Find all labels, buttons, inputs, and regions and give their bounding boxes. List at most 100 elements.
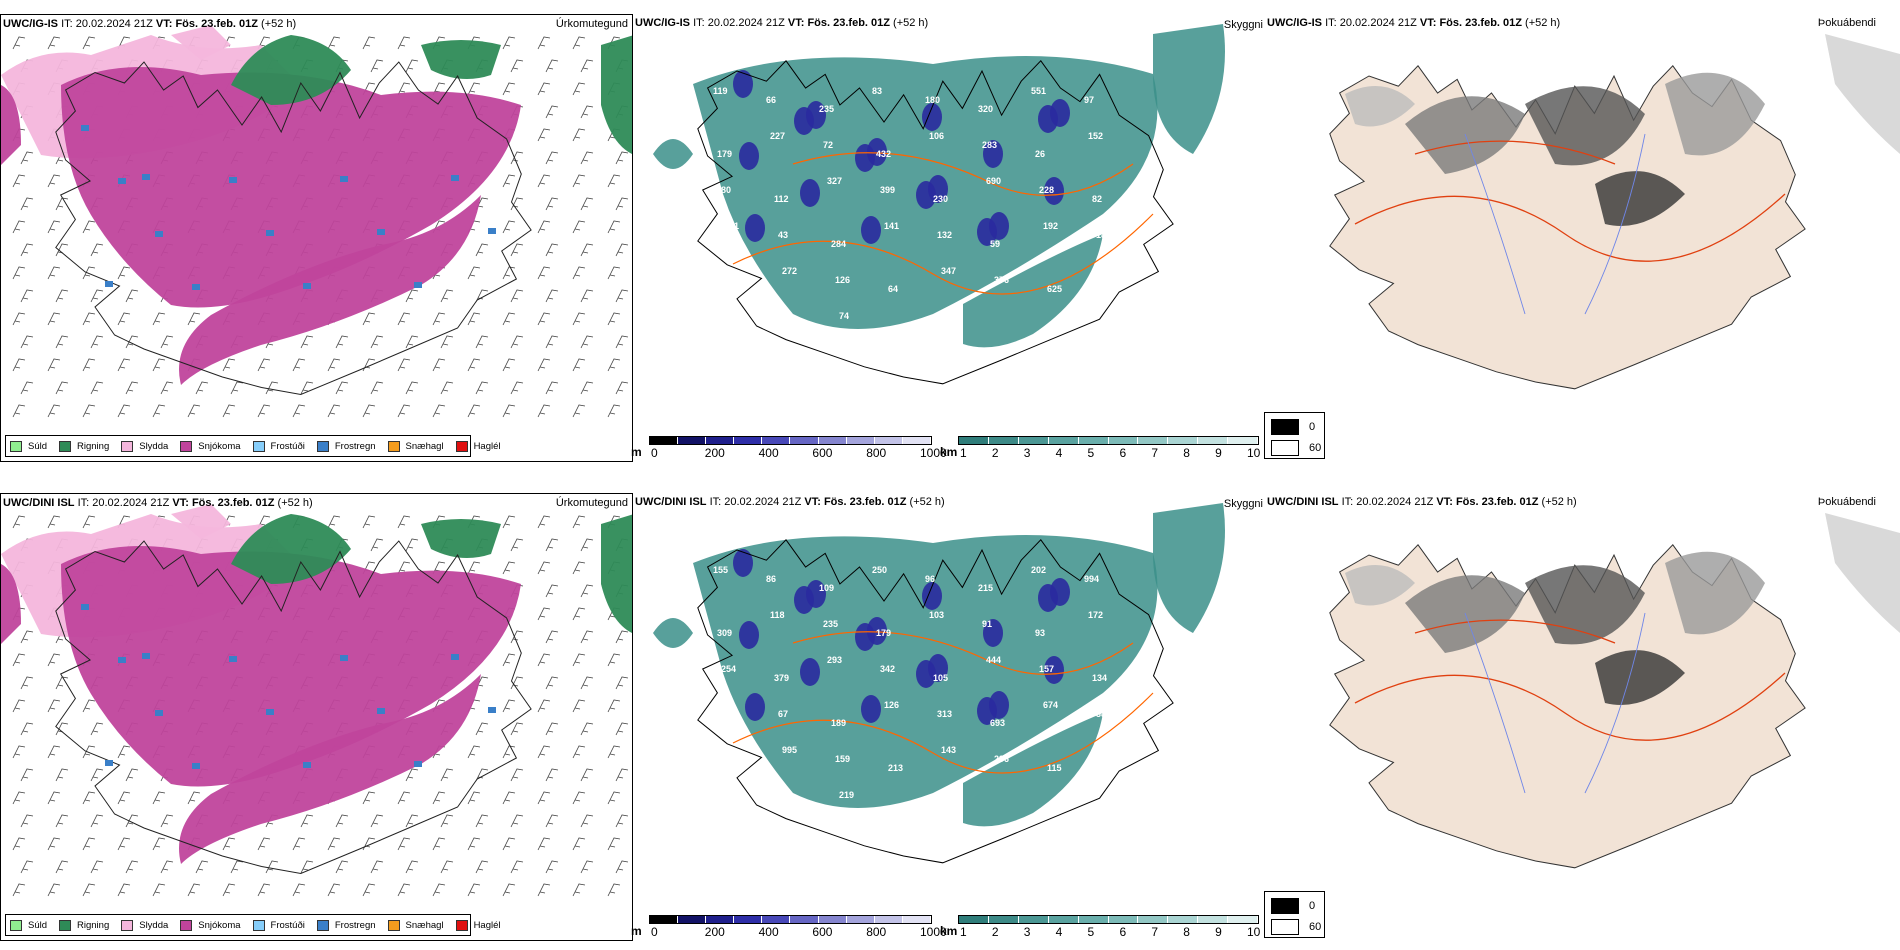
frost-speck [488, 707, 496, 713]
wind-barb [607, 312, 621, 326]
cloud-base-pocket [1044, 656, 1064, 684]
wind-barb [327, 36, 341, 50]
legend-item: Slydda [121, 440, 168, 452]
fog-legend-swatch [1271, 440, 1299, 456]
legend-swatch [59, 919, 72, 931]
frost-speck [266, 709, 274, 715]
cloud-fields [653, 24, 1225, 348]
snow-area [61, 67, 521, 308]
wind-barb [370, 538, 384, 552]
wind-barb [370, 59, 384, 73]
frost-speck [414, 282, 422, 288]
fog-area [1665, 72, 1765, 156]
wind-barb [510, 381, 524, 395]
low-cloud-area [1153, 24, 1225, 154]
wind-barb [160, 860, 174, 874]
frost-speck [192, 763, 200, 769]
fog-legend-swatch [1271, 898, 1299, 914]
wind-barb [292, 883, 306, 897]
wind-barb [572, 653, 586, 667]
cloud-base-label: 152 [1088, 131, 1103, 141]
cloud-base-label: 250 [729, 284, 744, 294]
colorbar-tick-label: 2 [991, 446, 999, 460]
snow-area [1, 564, 21, 644]
colorbar-segment [762, 437, 791, 444]
wind-barb [475, 243, 489, 257]
fog-area [1345, 565, 1415, 606]
legend-swatch [316, 440, 329, 452]
wind-barb [327, 837, 341, 851]
wind-barb [300, 335, 314, 349]
colorbar-tick-label: 5 [1087, 925, 1095, 939]
wind-barb [47, 837, 61, 851]
cloud-base-pocket [989, 691, 1009, 719]
wind-barb [572, 607, 586, 621]
cloud-base-pocket [1044, 177, 1064, 205]
wind-barb [327, 515, 341, 529]
wind-barb [475, 381, 489, 395]
cloud-panel-2: 155 86 109 250 96 215 202 994 309 118 235 179 103 91 9… [633, 493, 1265, 941]
cloud-base-pocket [806, 101, 826, 129]
colorbar-elevation-1: m 0 200 400 600 800 1000 [631, 436, 947, 460]
legend-item: Snjókoma [180, 440, 241, 452]
colorbar-segment [678, 916, 707, 923]
wind-barb [152, 837, 166, 851]
legend-label: Súld [28, 919, 48, 931]
frost-speck [105, 281, 113, 287]
wind-barb [47, 174, 61, 188]
fog-legend-swatch [1271, 419, 1299, 435]
wind-barb [545, 768, 559, 782]
wind-barb [537, 837, 551, 851]
panel-header: UWC/IG-IS IT: 20.02.2024 21Z VT: Fös. 23… [1267, 17, 1561, 29]
colorbar-segment [650, 437, 679, 444]
wind-barb [335, 814, 349, 828]
cloud-base-label: 91 [982, 619, 992, 629]
wind-barb [125, 814, 139, 828]
fog-legend-row: 60 [1271, 440, 1321, 456]
wind-barb [467, 82, 481, 96]
wind-barb [502, 358, 516, 372]
wind-barb [20, 381, 34, 395]
wind-barb [117, 404, 131, 418]
wind-barb [607, 174, 621, 188]
wind-barb [362, 312, 376, 326]
wind-barb [572, 404, 586, 418]
colorbar-segment [959, 437, 989, 444]
wind-barb [537, 404, 551, 418]
wind-barb [20, 676, 34, 690]
wind-barb [187, 404, 201, 418]
fog-map-2 [1329, 513, 1900, 869]
wind-barb [257, 404, 271, 418]
wind-barb [545, 860, 559, 874]
wind-barb [502, 312, 516, 326]
wind-barb [195, 381, 209, 395]
wind-barb [580, 289, 594, 303]
colorbar-segment [1198, 437, 1229, 444]
wind-barb [615, 381, 629, 395]
cloud-base-label: 235 [823, 619, 838, 629]
wind-barb [510, 289, 524, 303]
wind-barb [362, 837, 376, 851]
legend-label: Frostúði [270, 919, 305, 931]
cloud-base-label: 80 [721, 185, 731, 195]
cloud-base-label: 26 [1035, 149, 1045, 159]
wind-barb [362, 883, 376, 897]
wind-barb [82, 36, 96, 50]
wind-barb [55, 814, 69, 828]
cloud-base-label: 96 [925, 574, 935, 584]
precip-fields [1, 25, 632, 385]
coastline [55, 61, 532, 396]
wind-barb [405, 860, 419, 874]
wind-barb [47, 404, 61, 418]
legend-item: Súld [10, 440, 47, 452]
wind-barb [82, 404, 96, 418]
fog-panel-2: UWC/DINI ISL IT: 20.02.2024 21Z VT: Fös.… [1265, 493, 1900, 941]
cloud-base-label: 179 [786, 808, 801, 818]
wind-barb [90, 335, 104, 349]
wind-barb [502, 837, 516, 851]
wind-barb [545, 289, 559, 303]
colorbar-segment [1228, 437, 1259, 444]
fog-area [1595, 171, 1685, 226]
legend-label: Snæhagl [405, 919, 444, 931]
wind-barb [117, 883, 131, 897]
